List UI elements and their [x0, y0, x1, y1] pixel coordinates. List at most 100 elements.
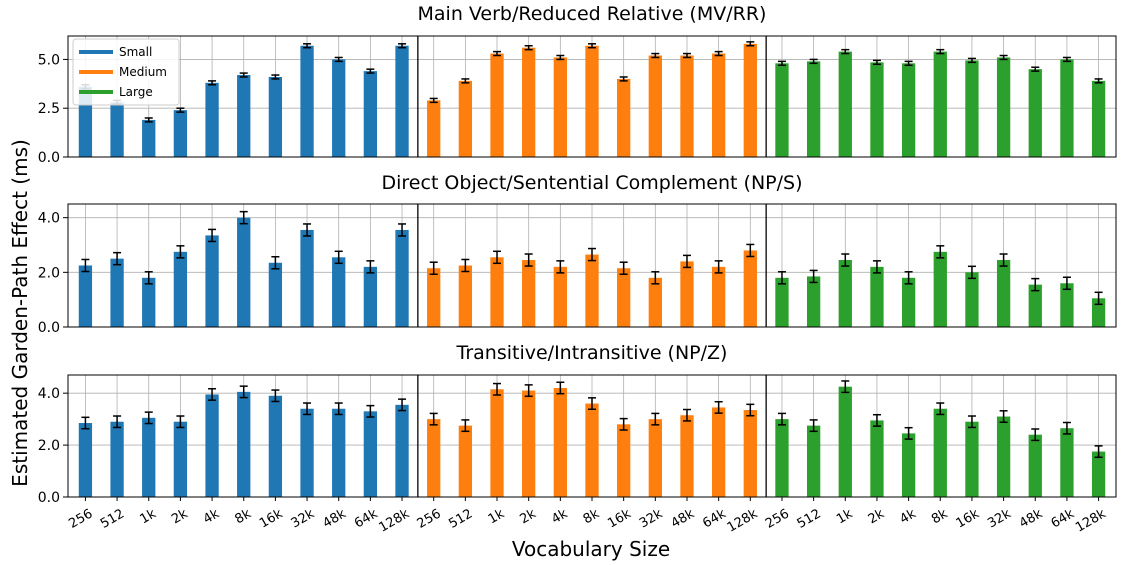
bar-small-1k — [142, 277, 156, 327]
bar-medium-256 — [427, 419, 441, 497]
x-tick-label: 1k — [486, 506, 508, 527]
bar-medium-48k — [680, 55, 694, 157]
bar-large-48k — [1028, 434, 1042, 497]
bar-small-8k — [237, 391, 251, 497]
y-tick-label: 0.0 — [38, 150, 60, 166]
bar-small-8k — [237, 217, 251, 327]
bar-medium-512 — [458, 425, 473, 497]
x-tick-label: 16k — [605, 506, 634, 531]
bar-large-48k — [1028, 69, 1042, 157]
y-tick-label: 2.5 — [38, 101, 60, 117]
bar-large-64k — [1060, 283, 1074, 327]
axes-frame — [67, 203, 1117, 328]
panels-group: Main Verb/Reduced Relative (MV/RR) 0.0 2.5… — [38, 3, 1117, 506]
bar-medium-64k — [711, 53, 726, 158]
bar-medium-1k — [490, 389, 504, 497]
bar-large-1k — [838, 386, 852, 497]
x-tick-label: 64k — [700, 506, 729, 531]
bar-medium-48k — [680, 415, 694, 497]
bar-small-64k — [363, 411, 378, 497]
bar-small-512 — [110, 421, 124, 497]
x-tick-label: 48k — [320, 506, 349, 531]
bar-small-4k — [205, 235, 219, 327]
bar-large-4k — [901, 433, 916, 497]
legend-label-medium: Medium — [119, 65, 167, 79]
bar-small-128k — [395, 45, 409, 157]
bar-large-2k — [870, 420, 884, 497]
x-tick-label: 512 — [98, 506, 127, 531]
x-tick-label: 512 — [446, 506, 475, 531]
panel-2: Direct Object/Sentential Complement (NP/… — [38, 172, 1117, 336]
panel-3: Transitive/Intransitive (NP/Z) 0.0 2.0 4.0 — [38, 342, 1117, 506]
x-tick-label: 16k — [257, 506, 286, 531]
bar-small-64k — [363, 266, 378, 327]
x-tick-label: 32k — [289, 506, 318, 531]
panel-1: Main Verb/Reduced Relative (MV/RR) 0.0 2.5… — [38, 3, 1117, 166]
x-tick-label: 48k — [669, 506, 698, 531]
bar-small-48k — [332, 59, 346, 157]
bar-large-8k — [933, 251, 947, 327]
bar-medium-32k — [648, 419, 662, 497]
bar-large-256 — [775, 419, 789, 497]
bar-large-512 — [806, 425, 821, 497]
bar-large-16k — [965, 60, 979, 158]
panel-title: Main Verb/Reduced Relative (MV/RR) — [418, 3, 767, 25]
bar-medium-1k — [490, 53, 504, 158]
y-tick-label: 4.0 — [38, 386, 60, 402]
bar-medium-4k — [553, 387, 567, 497]
legend: Small Medium Large — [72, 38, 180, 106]
bar-large-256 — [775, 277, 789, 327]
x-tick-label: 256 — [66, 506, 95, 531]
bar-medium-128k — [743, 410, 757, 497]
panel-title: Direct Object/Sentential Complement (NP/… — [382, 172, 803, 194]
bar-small-512 — [110, 258, 124, 327]
x-tick-label: 1k — [834, 506, 856, 527]
bar-small-4k — [205, 82, 219, 157]
y-tick-label: 2.0 — [38, 265, 60, 281]
bar-medium-2k — [522, 390, 536, 497]
bar-small-32k — [300, 229, 314, 327]
bar-medium-4k — [553, 266, 567, 327]
y-tick-label: 0.0 — [38, 490, 60, 506]
bar-small-1k — [142, 119, 156, 157]
bar-small-256 — [78, 265, 93, 327]
bar-medium-256 — [427, 268, 441, 327]
bar-medium-2k — [522, 47, 536, 157]
bar-small-48k — [332, 257, 346, 327]
bar-medium-4k — [553, 57, 567, 157]
bar-small-256 — [78, 423, 93, 497]
bar-large-2k — [870, 62, 884, 158]
bar-large-4k — [901, 63, 916, 157]
x-tick-label: 8k — [581, 506, 603, 527]
bar-large-128k — [1091, 80, 1106, 157]
bar-large-32k — [996, 416, 1011, 497]
x-tick-label: 128k — [1073, 506, 1109, 535]
bar-small-8k — [237, 75, 251, 157]
bar-large-1k — [838, 260, 852, 327]
bar-large-8k — [933, 408, 947, 497]
bar-large-32k — [996, 260, 1011, 327]
panel-title: Transitive/Intransitive (NP/Z) — [456, 342, 728, 364]
x-tick-label: 2k — [169, 506, 191, 527]
bar-small-32k — [300, 408, 314, 497]
bar-medium-8k — [585, 254, 599, 327]
bar-small-1k — [142, 417, 156, 497]
bar-medium-64k — [711, 266, 726, 327]
bar-medium-48k — [680, 261, 694, 327]
bar-medium-128k — [743, 250, 757, 327]
bar-large-64k — [1060, 59, 1074, 157]
x-axis-label: Vocabulary Size — [512, 537, 670, 561]
bar-medium-16k — [617, 78, 631, 157]
x-tick-label: 2k — [866, 506, 888, 527]
x-tick-label: 8k — [929, 506, 951, 527]
x-tick-label: 512 — [795, 506, 824, 531]
bar-large-4k — [901, 277, 916, 327]
bar-medium-2k — [522, 260, 536, 327]
bar-medium-32k — [648, 277, 662, 327]
y-tick-label: 5.0 — [38, 52, 60, 68]
bar-small-16k — [268, 262, 283, 327]
y-tick-label: 4.0 — [38, 211, 60, 227]
bar-small-48k — [332, 408, 346, 497]
